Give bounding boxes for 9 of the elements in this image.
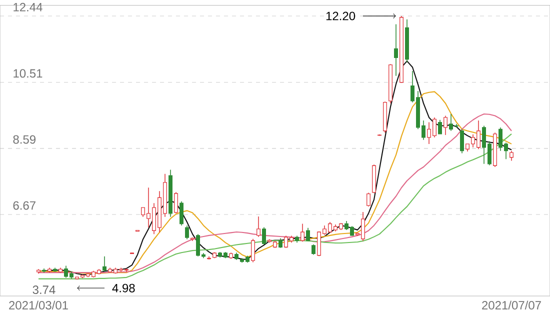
annotation: 3.74 [32, 286, 56, 294]
y-tick-label: 8.59 [13, 135, 36, 144]
y-tick-label: 12.44 [14, 2, 42, 12]
annotation: 4.98 [112, 284, 135, 292]
y-tick-label: 6.67 [13, 201, 36, 210]
x-tick-label: 2021/03/01 [9, 300, 68, 310]
x-tick-label: 2021/07/07 [482, 300, 541, 310]
y-tick-label: 10.51 [14, 69, 42, 78]
annotation: 12.20 [326, 12, 356, 20]
